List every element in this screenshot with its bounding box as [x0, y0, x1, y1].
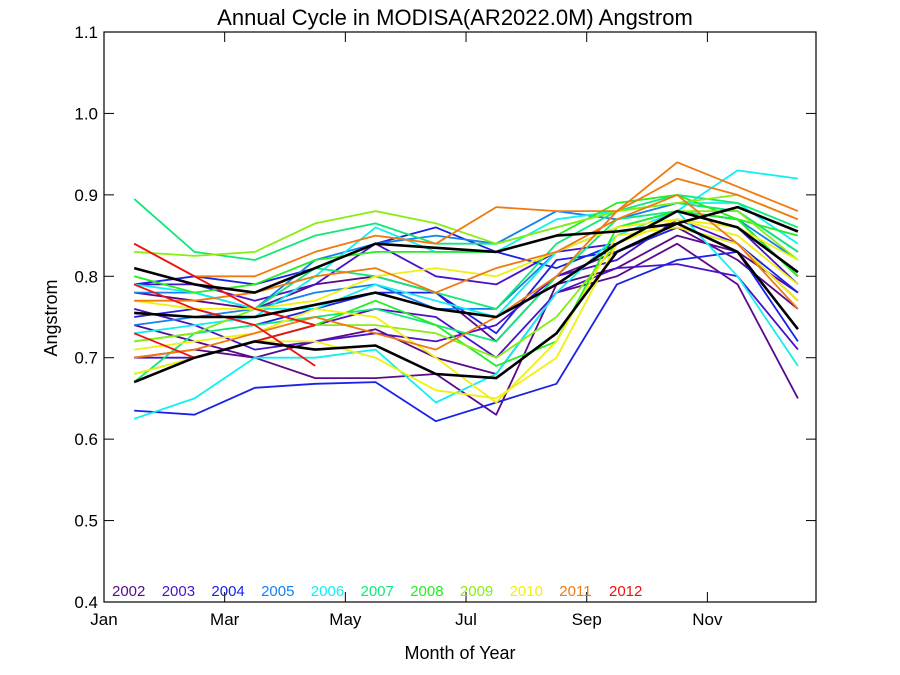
x-tick-label: Nov	[692, 610, 723, 629]
y-tick-label: 1.0	[74, 104, 98, 123]
legend-entry-2002: 2002	[112, 583, 145, 600]
y-tick-label: 0.9	[74, 186, 98, 205]
y-tick-label: 0.6	[74, 430, 98, 449]
series-line-mean	[134, 209, 799, 319]
legend-entry-2007: 2007	[361, 583, 394, 600]
series-line-2007	[133, 193, 799, 261]
legend-entry-2009: 2009	[460, 583, 493, 600]
y-tick-label: 1.1	[74, 23, 98, 42]
series-line-mean	[133, 222, 799, 384]
legend-entry-2005: 2005	[261, 583, 294, 600]
legend: 2002 2003 2004 2005 2006 2007 2008 2009 2010 2011…	[112, 583, 642, 600]
legend-entry-2003: 2003	[162, 583, 195, 600]
legend-entry-2008: 2008	[410, 583, 443, 600]
series-line-2004	[134, 250, 799, 423]
series-line-2002	[133, 242, 799, 399]
x-axis-label: Month of Year	[404, 643, 515, 663]
legend-entry-2004: 2004	[211, 583, 244, 600]
legend-entry-2006: 2006	[311, 583, 344, 600]
y-tick-label: 0.8	[74, 267, 98, 286]
series-line-2009	[134, 193, 799, 257]
series-line-mean	[133, 205, 799, 294]
series-line-2008	[133, 193, 799, 294]
series-line-2011	[133, 161, 799, 278]
x-tick-label: Jan	[90, 610, 117, 629]
series-layer	[133, 161, 799, 423]
x-tick-label: Jul	[455, 610, 477, 629]
series-line-2009	[134, 210, 799, 359]
series-line-2012	[133, 242, 316, 326]
x-tick-label: May	[329, 610, 362, 629]
y-axis-label: Angstrom	[41, 279, 61, 356]
y-tick-label: 0.4	[74, 593, 98, 612]
y-tick-label: 0.5	[74, 512, 98, 531]
series-line-2011	[134, 177, 799, 359]
legend-entry-2012: 2012	[609, 583, 642, 600]
legend-entry-2010: 2010	[510, 583, 543, 600]
series-line-2008	[133, 210, 799, 375]
series-line-2011	[134, 193, 799, 310]
y-tick-label: 0.7	[74, 349, 98, 368]
series-line-2010	[134, 226, 799, 404]
plot-frame	[103, 31, 817, 603]
x-tick-label: Mar	[210, 610, 240, 629]
legend-entry-2011: 2011	[559, 583, 591, 600]
series-line-2002	[134, 226, 799, 343]
chart-title: Annual Cycle in MODISA(AR2022.0M) Angstr…	[217, 5, 693, 30]
x-tick-label: Sep	[572, 610, 602, 629]
axis-layer: 0.4 0.5 0.6 0.7 0.8 0.9 1.0 1.1 Jan Mar May Jul Sep N…	[74, 23, 816, 629]
